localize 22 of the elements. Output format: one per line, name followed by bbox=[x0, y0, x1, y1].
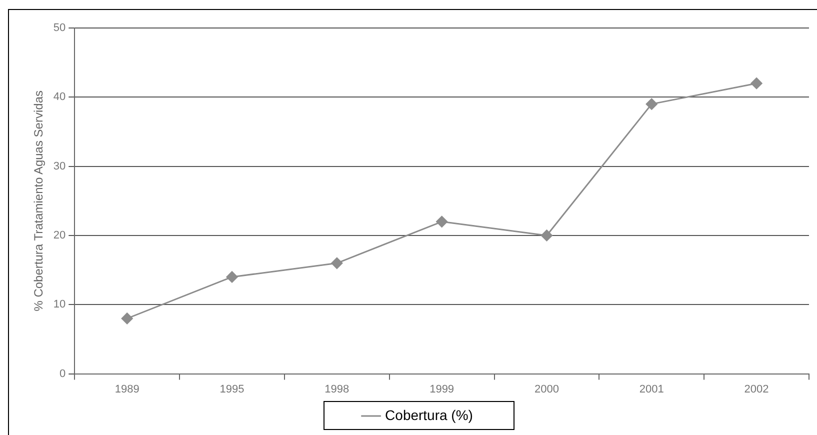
point bbox=[331, 257, 343, 269]
y-tick-label: 0 bbox=[60, 368, 66, 380]
point bbox=[226, 271, 238, 283]
point bbox=[540, 230, 552, 242]
y-tick-label: 50 bbox=[53, 22, 66, 34]
x-tick-label: 2001 bbox=[639, 383, 664, 396]
point bbox=[121, 312, 133, 324]
x-tick-label: 1998 bbox=[324, 383, 350, 396]
y-axis-title: % Cobertura Tratamiento Aguas Servidas bbox=[32, 90, 46, 312]
x-tick-label: 1995 bbox=[220, 383, 244, 396]
legend-label: Cobertura (%) bbox=[385, 406, 473, 423]
y-tick-label: 20 bbox=[53, 230, 66, 242]
x-tick-label: 1989 bbox=[114, 383, 140, 396]
y-tick-label: 30 bbox=[53, 160, 66, 172]
point bbox=[750, 78, 762, 90]
x-tick-label: 2002 bbox=[744, 383, 769, 396]
x-tick-label: 1999 bbox=[430, 383, 454, 396]
y-tick-label: 10 bbox=[53, 298, 66, 311]
point bbox=[646, 98, 658, 110]
x-tick-label: 2000 bbox=[534, 383, 559, 396]
point bbox=[436, 216, 448, 228]
y-tick-label: 40 bbox=[53, 91, 66, 104]
